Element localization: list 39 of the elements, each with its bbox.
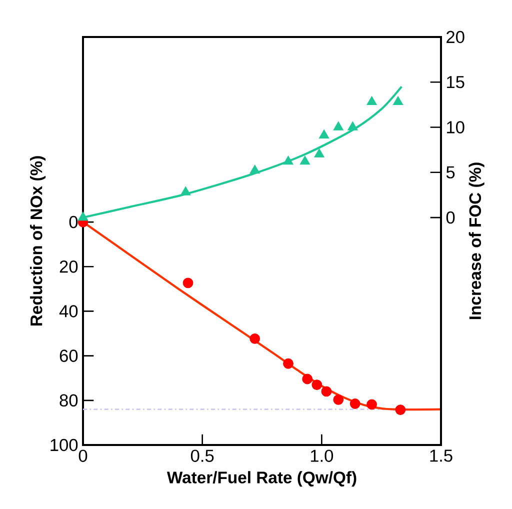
point bbox=[78, 212, 88, 221]
point bbox=[350, 398, 360, 409]
y2-tick-label: 10 bbox=[447, 121, 464, 134]
y-tick-label: 40 bbox=[59, 305, 78, 318]
x-tick-label: 0 bbox=[78, 450, 88, 462]
point bbox=[182, 278, 194, 288]
point bbox=[366, 96, 377, 106]
y-axis-title: Reduction of NOx (%) bbox=[30, 156, 46, 326]
y-tick-label: 100 bbox=[50, 438, 78, 452]
x-tick-label: 1.0 bbox=[310, 450, 334, 462]
point bbox=[318, 130, 330, 138]
y2-tick-label: 5 bbox=[446, 166, 455, 178]
y-tick-label: 60 bbox=[60, 350, 78, 362]
point bbox=[366, 399, 377, 410]
point bbox=[314, 148, 324, 158]
y2-tick-label: 20 bbox=[446, 30, 464, 44]
point bbox=[312, 380, 322, 390]
y2-axis-title: Increase of FOC (%) bbox=[468, 162, 484, 320]
x-tick-label: 0.5 bbox=[190, 450, 214, 462]
y2-tick-label: 15 bbox=[447, 76, 464, 88]
point bbox=[283, 358, 294, 369]
x-tick-label: 1.5 bbox=[430, 450, 452, 462]
point bbox=[302, 374, 313, 384]
y-tick-label: 80 bbox=[60, 394, 78, 407]
point bbox=[321, 386, 332, 397]
x-axis-title: Water/Fuel Rate (Qw/Qf) bbox=[166, 471, 356, 487]
point bbox=[333, 121, 344, 130]
point bbox=[395, 404, 406, 415]
point bbox=[180, 186, 191, 196]
y2-tick-label: 0 bbox=[446, 211, 455, 224]
point bbox=[333, 394, 344, 405]
y-tick-label: 20 bbox=[60, 260, 78, 273]
point bbox=[392, 96, 404, 106]
point bbox=[348, 121, 358, 130]
point bbox=[283, 156, 294, 165]
point bbox=[250, 333, 260, 344]
point bbox=[250, 164, 260, 174]
y-tick-label: 0 bbox=[69, 216, 78, 228]
point bbox=[300, 156, 310, 165]
